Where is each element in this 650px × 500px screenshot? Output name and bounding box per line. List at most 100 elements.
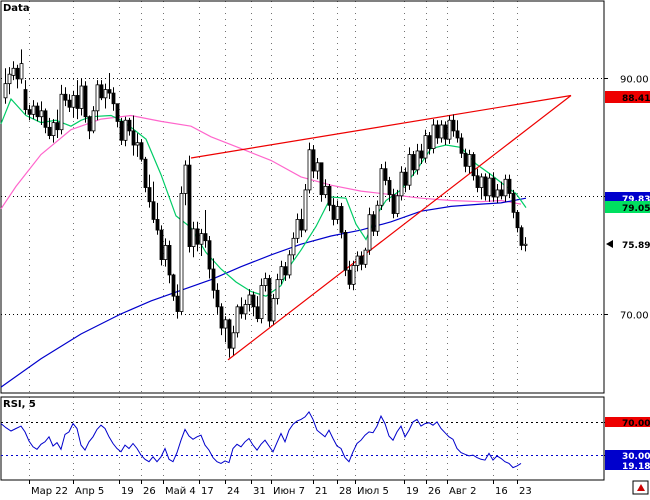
rsi-line (0, 410, 522, 469)
candle-body-up (231, 332, 236, 349)
time-axis: Мар 22 Апр 5 19 26 Май 4 17 24 31 Июн 7 21 28 Июл 5… (29, 480, 532, 497)
candle (239, 297, 244, 319)
candle-body-down (463, 152, 468, 167)
time-axis-label: 21 (315, 486, 328, 496)
candle (395, 189, 400, 218)
candle-body-up (303, 189, 308, 231)
time-axis-label: Мар 22 (31, 486, 68, 496)
candle-body-down (151, 201, 156, 220)
time-axis-label: 26 (143, 486, 156, 496)
candle-body-up (275, 279, 280, 299)
candle-body-down (87, 116, 92, 132)
candle-body-down (419, 150, 424, 159)
candle (87, 115, 92, 140)
candle (135, 133, 140, 157)
candle (163, 238, 168, 267)
candle-body-down (507, 178, 512, 194)
candle (191, 221, 196, 258)
candle-body-up (375, 204, 380, 232)
candle (83, 81, 88, 123)
candle-body-up (323, 185, 328, 196)
candle (327, 184, 332, 212)
candle (519, 225, 524, 251)
candle (243, 299, 248, 320)
candle (75, 80, 80, 120)
time-axis-label: 28 (339, 486, 352, 496)
candle (315, 158, 320, 180)
candle (251, 291, 256, 317)
trendline-upper (190, 94, 572, 159)
candle-body-down (519, 227, 524, 246)
candle (427, 132, 432, 155)
candle (51, 119, 56, 143)
candle (431, 119, 436, 154)
candle (15, 64, 20, 89)
scroll-end-button[interactable] (632, 480, 649, 495)
candle-body-up (431, 124, 436, 149)
candle (267, 274, 272, 327)
candle (159, 225, 164, 266)
candle-body-down (67, 99, 72, 108)
candle (63, 87, 68, 107)
candle (339, 202, 344, 239)
candle (223, 316, 228, 343)
candle-body-down (347, 269, 352, 285)
candle (443, 121, 448, 146)
rsi-value-tag: 70.00 (605, 417, 650, 429)
candle (283, 261, 288, 281)
main-candles (3, 49, 528, 358)
candle-body-up (467, 154, 472, 167)
candle (363, 247, 368, 268)
candle-body-up (191, 228, 196, 247)
candle (503, 174, 508, 202)
candle-body-down (131, 130, 136, 146)
candle-body-up (399, 171, 404, 197)
price-tag-label: 75.89 (622, 241, 650, 251)
candle (287, 250, 292, 279)
candle-body-down (15, 67, 20, 80)
candle-body-up (11, 67, 16, 76)
candle (403, 167, 408, 193)
candle-body-up (295, 219, 300, 239)
main-series (0, 94, 572, 388)
candle-body-down (63, 93, 68, 101)
candle (151, 181, 156, 223)
candle-body-down (175, 295, 180, 312)
candle (43, 108, 48, 134)
rsi-tag-label: 19.18 (622, 462, 650, 472)
candle-body-up (3, 83, 8, 99)
candle-body-up (19, 63, 24, 80)
candle-body-down (195, 228, 200, 245)
candle-body-up (7, 73, 12, 85)
candle (199, 228, 204, 257)
candle (127, 117, 132, 136)
candle-body-up (487, 177, 492, 197)
candle-body-up (415, 150, 420, 171)
candle (31, 100, 36, 120)
candle-body-up (423, 135, 428, 159)
candle-body-up (479, 176, 484, 188)
candle-body-up (91, 110, 96, 132)
candle (47, 117, 52, 140)
candle-body-down (171, 274, 176, 297)
candle-body-down (75, 95, 80, 109)
time-axis-label: 31 (253, 486, 266, 496)
candle-body-down (319, 162, 324, 196)
candle (195, 221, 200, 252)
candle (167, 240, 172, 284)
candle-body-down (155, 219, 160, 231)
arrow-up-icon (637, 484, 645, 491)
candle (523, 237, 528, 252)
candle-body-down (299, 219, 304, 231)
candle-body-down (475, 175, 480, 188)
candle-body-up (503, 178, 508, 197)
candle-body-down (515, 211, 520, 229)
main-panel-title: Data (3, 3, 30, 14)
candle-body-down (255, 306, 260, 320)
candle (483, 173, 488, 201)
candle (59, 84, 64, 135)
candle-body-down (451, 119, 456, 132)
candle (219, 303, 224, 336)
candle-body-down (139, 142, 144, 160)
candle-body-down (443, 124, 448, 140)
